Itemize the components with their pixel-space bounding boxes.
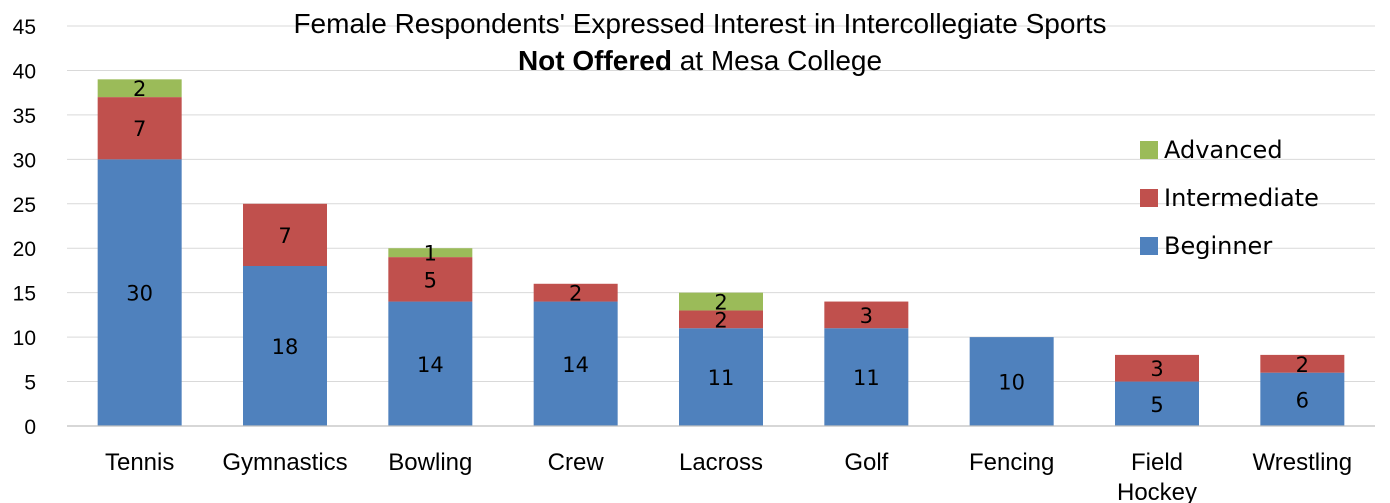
bar-lacross-intermediate xyxy=(679,310,763,329)
y-tick-label-20: 20 xyxy=(13,238,36,261)
bar-tennis-beginner xyxy=(97,159,182,427)
y-tick-label-40: 40 xyxy=(13,60,36,83)
chart-subtitle-rest: at Mesa College xyxy=(672,45,882,76)
legend-label-beginner: Beginner xyxy=(1164,232,1272,260)
data-label-gymnastics-beginner: 18 xyxy=(272,335,299,359)
x-tick-label-crew: Crew xyxy=(548,449,605,476)
bar-bowling-advanced xyxy=(388,248,473,258)
bar-fencing-beginner xyxy=(969,337,1054,426)
data-label-tennis-beginner: 30 xyxy=(126,282,153,306)
y-tick-label-0: 0 xyxy=(24,416,36,439)
chart-title-group: Female Respondents' Expressed Interest i… xyxy=(293,8,1106,76)
x-axis: Tennis Gymnastics Bowling Crew Lacross Golf Fe… xyxy=(67,425,1375,503)
chart-title: Female Respondents' Expressed Interest i… xyxy=(293,8,1106,39)
data-label-wrestling-intermediate: 2 xyxy=(1296,353,1309,377)
data-label-tennis-intermediate: 7 xyxy=(133,117,146,141)
data-label-tennis-advanced: 2 xyxy=(133,77,146,101)
bar-bowling-beginner xyxy=(388,301,473,426)
y-tick-label-5: 5 xyxy=(24,372,36,395)
bar-lacross-beginner xyxy=(679,328,763,426)
data-label-lacross-beginner: 11 xyxy=(708,366,735,390)
data-label-fencing-beginner: 10 xyxy=(998,371,1025,395)
x-tick-label-lacross: Lacross xyxy=(679,449,763,476)
y-tick-label-45: 45 xyxy=(13,16,36,39)
data-label-bowling-beginner: 14 xyxy=(417,353,444,377)
bar-field-hockey-intermediate xyxy=(1115,354,1199,382)
bar-golf-intermediate xyxy=(824,301,909,329)
x-tick-label-bowling: Bowling xyxy=(388,449,472,476)
data-label-gymnastics-intermediate: 7 xyxy=(278,224,291,248)
data-label-bowling-advanced: 1 xyxy=(424,242,437,266)
data-label-crew-intermediate: 2 xyxy=(569,282,582,306)
y-tick-label-30: 30 xyxy=(13,149,36,172)
x-tick-label-fencing: Fencing xyxy=(969,449,1054,476)
legend-swatch-intermediate xyxy=(1140,189,1158,207)
x-tick-label-gymnastics: Gymnastics xyxy=(222,449,347,476)
x-tick-label-wrestling: Wrestling xyxy=(1253,449,1353,476)
legend: Advanced Intermediate Beginner xyxy=(1140,136,1319,260)
chart-subtitle: Not Offered at Mesa College xyxy=(518,45,882,76)
data-label-lacross-intermediate: 2 xyxy=(714,308,727,332)
bar-wrestling-beginner xyxy=(1260,372,1345,426)
bar-wrestling-intermediate xyxy=(1260,354,1345,373)
y-axis: 0 5 10 15 20 25 30 35 40 45 xyxy=(13,16,36,439)
bar-tennis-intermediate xyxy=(97,97,182,160)
legend-label-intermediate: Intermediate xyxy=(1164,184,1319,212)
bar-gymnastics-beginner xyxy=(243,266,327,426)
chart-subtitle-bold: Not Offered xyxy=(518,45,672,76)
y-tick-label-15: 15 xyxy=(13,283,36,306)
data-label-field-hockey-beginner: 5 xyxy=(1150,393,1163,417)
legend-swatch-beginner xyxy=(1140,237,1158,255)
bar-crew-beginner xyxy=(533,301,618,426)
data-label-wrestling-beginner: 6 xyxy=(1296,388,1309,412)
bar-tennis-advanced xyxy=(97,79,182,98)
data-label-bowling-intermediate: 5 xyxy=(424,268,437,292)
bar-gymnastics-intermediate xyxy=(243,203,327,266)
data-label-golf-beginner: 11 xyxy=(853,366,880,390)
data-label-lacross-advanced: 2 xyxy=(714,291,727,315)
y-tick-label-35: 35 xyxy=(13,105,36,128)
legend-label-advanced: Advanced xyxy=(1164,136,1283,164)
bar-crew-intermediate xyxy=(533,283,618,302)
data-label-crew-beginner: 14 xyxy=(562,353,589,377)
x-tick-label-field-hockey: Field Hockey xyxy=(1117,449,1197,503)
legend-swatch-advanced xyxy=(1140,141,1158,159)
bar-field-hockey-beginner xyxy=(1115,381,1199,426)
data-label-golf-intermediate: 3 xyxy=(860,304,873,328)
y-tick-label-10: 10 xyxy=(13,327,36,350)
bar-bowling-intermediate xyxy=(388,257,473,302)
x-tick-label-tennis: Tennis xyxy=(105,449,174,476)
x-tick-label-golf: Golf xyxy=(844,449,888,476)
bars xyxy=(97,79,1345,427)
y-tick-label-25: 25 xyxy=(13,194,36,217)
data-label-field-hockey-intermediate: 3 xyxy=(1150,357,1163,381)
bar-lacross-advanced xyxy=(679,292,763,311)
bar-golf-beginner xyxy=(824,328,909,426)
